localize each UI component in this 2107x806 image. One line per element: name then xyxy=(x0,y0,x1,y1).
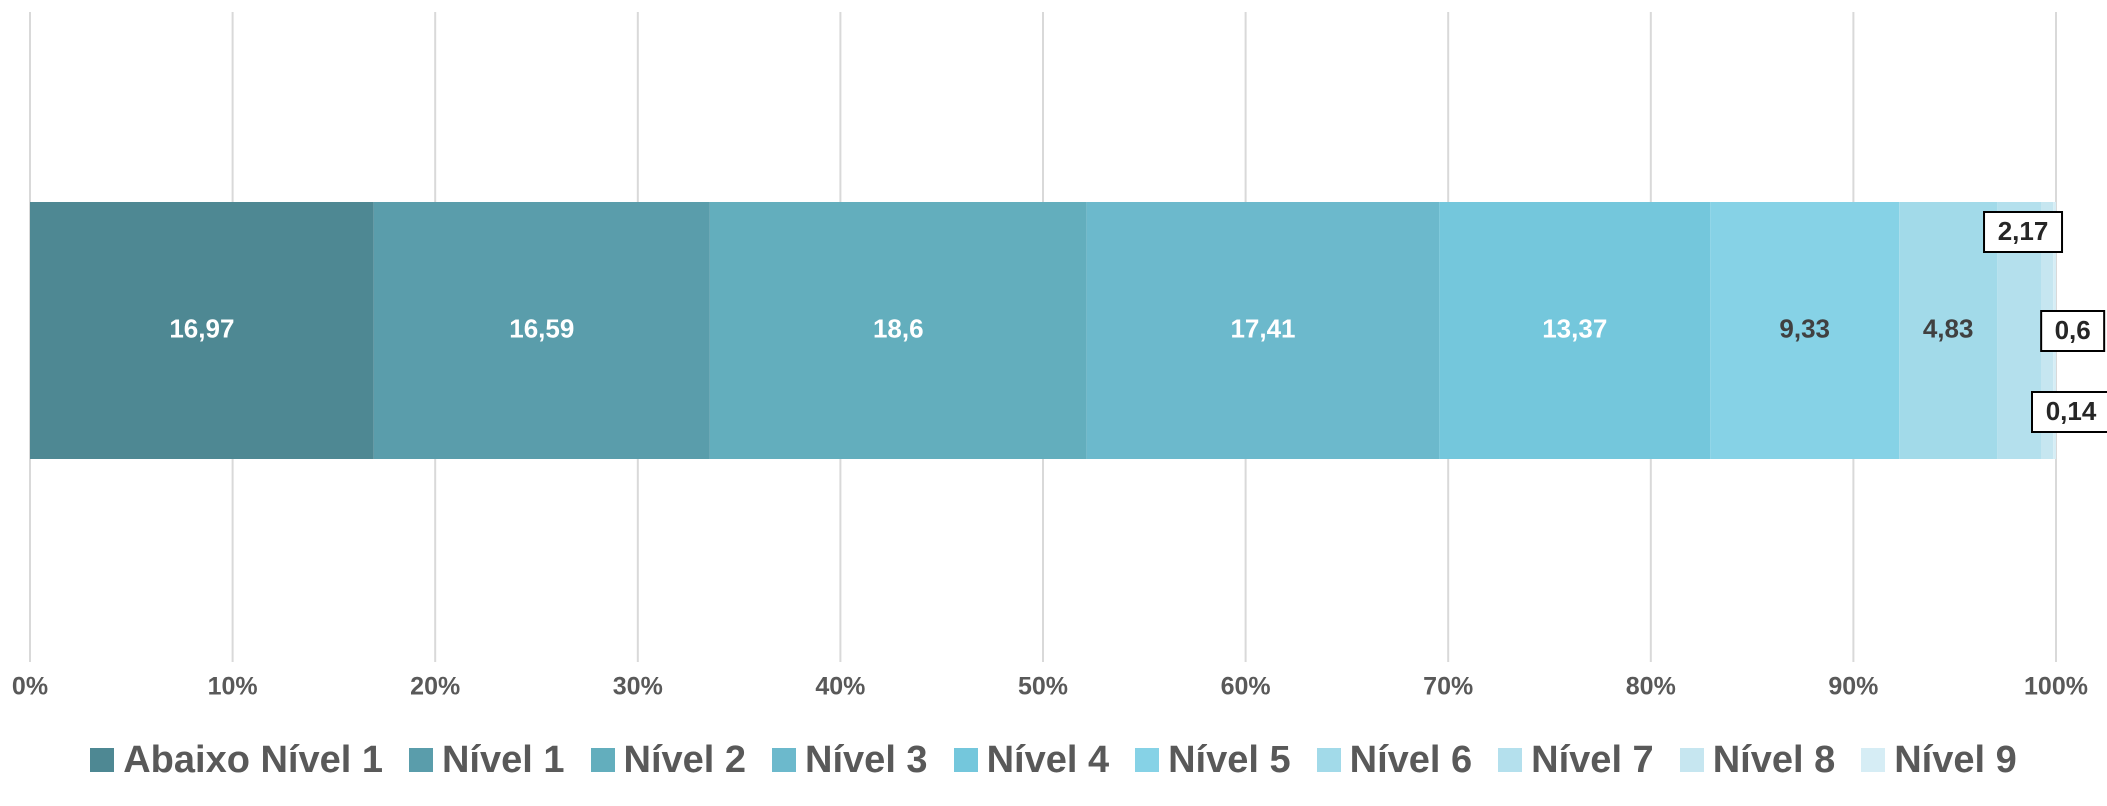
x-tick-label: 100% xyxy=(2024,673,2088,701)
data-label: 17,41 xyxy=(1230,313,1295,343)
legend-item: Nível 5 xyxy=(1135,741,1291,779)
data-label: 4,83 xyxy=(1923,313,1974,343)
bar-segment xyxy=(1710,202,1900,459)
x-tick-label: 10% xyxy=(208,673,258,701)
legend-swatch xyxy=(1679,748,1704,772)
data-label-box xyxy=(2031,391,2107,433)
legend-item: Abaixo Nível 1 xyxy=(90,741,383,779)
legend-label: Nível 9 xyxy=(1894,739,2017,781)
legend-swatch xyxy=(1861,748,1886,772)
legend-swatch xyxy=(772,748,797,772)
legend-item: Nível 3 xyxy=(772,741,928,779)
bar-segment xyxy=(30,202,374,459)
data-label-box xyxy=(2040,310,2106,352)
legend-label: Nível 1 xyxy=(441,739,565,781)
legend-swatch xyxy=(1135,748,1160,772)
legend-swatch xyxy=(90,748,115,772)
data-label: 0,14 xyxy=(2046,396,2097,426)
legend-label: Nível 5 xyxy=(1168,739,1291,781)
data-label: 13,37 xyxy=(1542,313,1607,343)
x-tick-label: 70% xyxy=(1423,673,1473,701)
x-tick-label: 0% xyxy=(12,673,48,701)
data-labels: 16,97 16,59 18,6 17,41 13,37 9,33 4,83 2,17 0,6 0… xyxy=(169,211,2107,433)
legend-swatch xyxy=(590,748,615,772)
x-tick-label: 80% xyxy=(1626,673,1676,701)
legend-label: Abaixo Nível 1 xyxy=(123,739,383,781)
legend-swatch xyxy=(953,748,978,772)
legend-item: Nível 9 xyxy=(1861,741,2017,779)
x-tick-label: 90% xyxy=(1828,673,1878,701)
x-tick-label: 60% xyxy=(1221,673,1271,701)
legend-item: Nível 1 xyxy=(408,739,565,781)
data-label: 16,97 xyxy=(169,313,234,343)
legend-label: Nível 3 xyxy=(805,739,928,781)
bar-segment xyxy=(373,202,710,459)
bar-segments xyxy=(30,202,2056,459)
legend-item: Nível 6 xyxy=(1316,739,1473,781)
legend-label: Nível 4 xyxy=(986,739,1110,781)
legend-item: Nível 4 xyxy=(953,739,1110,781)
legend-label: Nível 7 xyxy=(1531,739,1654,781)
legend-swatch xyxy=(1316,748,1341,772)
legend-label: Nível 2 xyxy=(623,739,747,781)
x-tick-label: 30% xyxy=(613,673,663,701)
data-label: 16,59 xyxy=(509,313,574,343)
data-label: 18,6 xyxy=(873,313,924,343)
bar-segment xyxy=(1439,202,1711,459)
x-tick-label: 50% xyxy=(1018,673,1068,701)
legend-label: Nível 8 xyxy=(1712,739,1836,781)
data-label-box xyxy=(1983,211,2064,253)
data-label: 9,33 xyxy=(1779,313,1830,343)
x-tick-label: 20% xyxy=(410,673,460,701)
legend-swatch xyxy=(408,748,433,772)
data-label: 0,6 xyxy=(2055,315,2091,345)
legend-swatch xyxy=(1498,748,1523,772)
x-axis-ticks: 0% 10% 20% 30% 40% 50% 60% 70% 80% 90% 100% xyxy=(12,673,2088,701)
legend-item: Nível 8 xyxy=(1679,739,1836,781)
x-tick-label: 40% xyxy=(815,673,865,701)
bar-segment xyxy=(1086,202,1440,459)
bar-segment xyxy=(709,202,1087,459)
legend-label: Nível 6 xyxy=(1349,739,1473,781)
legend-item: Nível 7 xyxy=(1498,741,1654,779)
data-label: 2,17 xyxy=(1998,216,2049,246)
legend-item: Nível 2 xyxy=(590,739,747,781)
bar-segment xyxy=(1899,202,1998,459)
legend: Abaixo Nível 1 Nível 1 Nível 2 Nível 3 Nível… xyxy=(0,741,2107,779)
